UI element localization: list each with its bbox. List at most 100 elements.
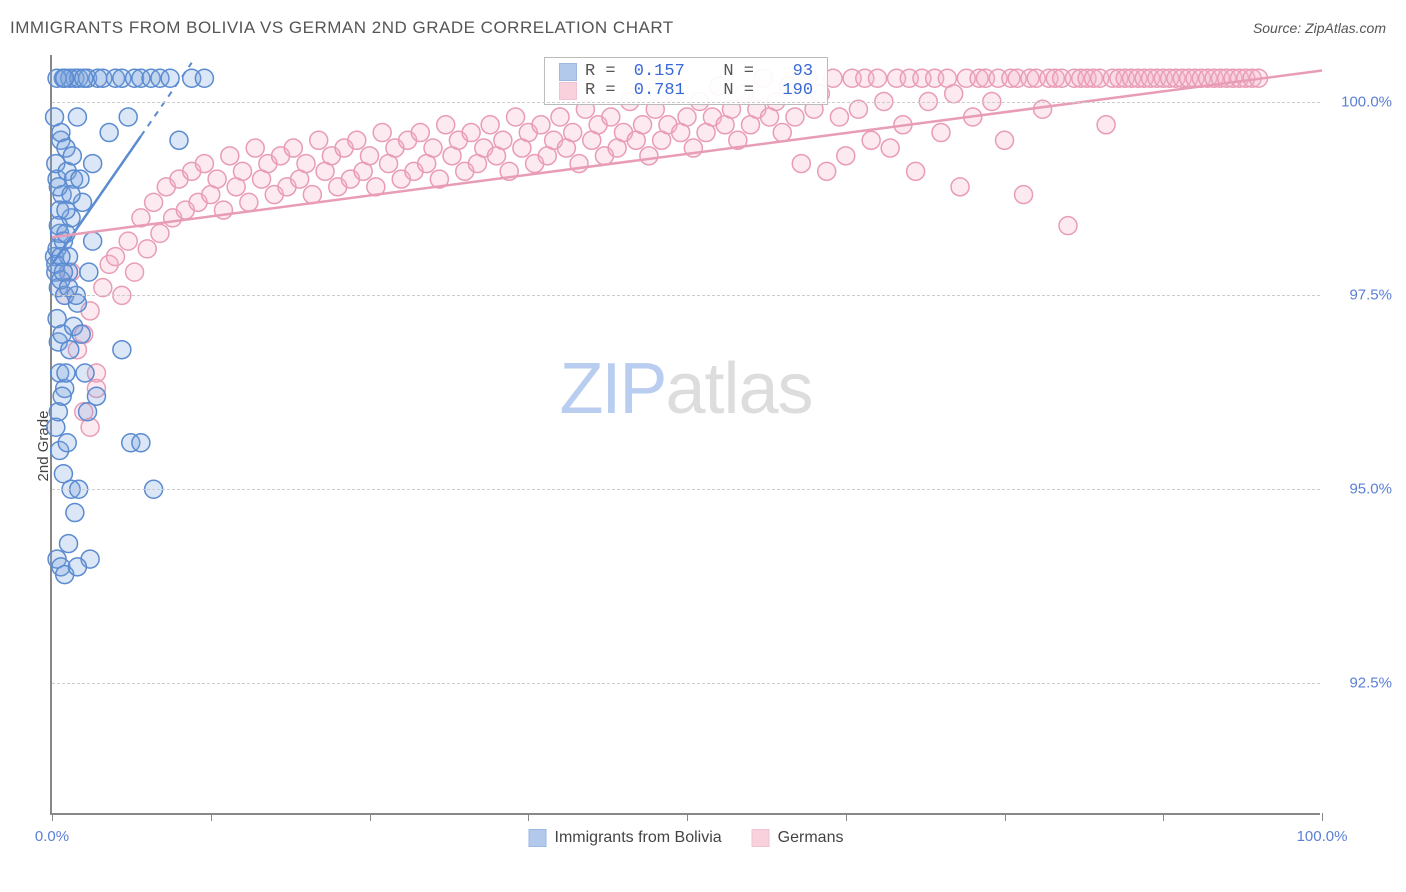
data-point <box>126 263 144 281</box>
data-point <box>57 364 75 382</box>
swatch-bolivia-bottom <box>529 829 547 847</box>
data-point <box>240 193 258 211</box>
data-point <box>818 162 836 180</box>
data-point <box>68 558 86 576</box>
data-point <box>786 108 804 126</box>
correlation-legend: R = 0.157 N = 93 R = 0.781 N = 190 <box>544 57 828 105</box>
data-point <box>951 178 969 196</box>
x-tick <box>846 813 847 821</box>
data-point <box>72 325 90 343</box>
data-point <box>411 124 429 142</box>
data-point <box>145 193 163 211</box>
data-point <box>234 162 252 180</box>
data-point <box>113 341 131 359</box>
data-point <box>634 116 652 134</box>
n-label: N = <box>693 62 764 81</box>
data-point <box>138 240 156 258</box>
data-point <box>76 364 94 382</box>
data-point <box>61 341 79 359</box>
data-point <box>221 147 239 165</box>
data-point <box>60 279 78 297</box>
chart-svg <box>52 55 1320 813</box>
data-point <box>678 108 696 126</box>
data-point <box>94 279 112 297</box>
series-legend: Immigrants from Bolivia Germans <box>529 829 844 847</box>
data-point <box>564 124 582 142</box>
gridline <box>52 295 1320 296</box>
data-point <box>195 155 213 173</box>
data-point <box>195 69 213 87</box>
data-point <box>119 108 137 126</box>
chart-header: IMMIGRANTS FROM BOLIVIA VS GERMAN 2ND GR… <box>10 18 1386 38</box>
data-point <box>310 131 328 149</box>
x-tick <box>1005 813 1006 821</box>
data-point <box>208 170 226 188</box>
data-point <box>68 108 86 126</box>
data-point <box>58 434 76 452</box>
data-point <box>62 186 80 204</box>
data-point <box>507 108 525 126</box>
x-tick <box>52 813 53 821</box>
data-point <box>373 124 391 142</box>
r-label: R = <box>585 81 626 100</box>
data-point <box>303 186 321 204</box>
legend-row-germans: R = 0.781 N = 190 <box>559 81 813 100</box>
data-point <box>494 131 512 149</box>
data-point <box>862 131 880 149</box>
data-point <box>424 139 442 157</box>
data-point <box>46 108 64 126</box>
legend-item-germans: Germans <box>752 829 844 847</box>
plot-area: ZIPatlas R = 0.157 N = 93 R = 0.781 N = … <box>50 55 1320 815</box>
data-point <box>945 85 963 103</box>
data-point <box>551 108 569 126</box>
data-point <box>80 263 98 281</box>
data-point <box>481 116 499 134</box>
data-point <box>151 224 169 242</box>
gridline <box>52 102 1320 103</box>
x-tick <box>370 813 371 821</box>
data-point <box>75 69 93 87</box>
x-tick-label: 0.0% <box>35 828 69 845</box>
data-point <box>246 139 264 157</box>
swatch-germans <box>559 82 577 100</box>
data-point <box>849 100 867 118</box>
data-point <box>170 131 188 149</box>
data-point <box>361 147 379 165</box>
data-point <box>297 155 315 173</box>
data-point <box>907 162 925 180</box>
data-point <box>56 69 74 87</box>
gridline <box>52 489 1320 490</box>
data-point <box>602 108 620 126</box>
legend-item-bolivia: Immigrants from Bolivia <box>529 829 722 847</box>
y-tick-label: 100.0% <box>1341 93 1392 110</box>
data-point <box>869 69 887 87</box>
data-point <box>996 131 1014 149</box>
r-value-bolivia: 0.157 <box>634 62 685 81</box>
n-value-germans: 190 <box>772 81 813 100</box>
data-point <box>53 387 71 405</box>
x-tick <box>528 813 529 821</box>
data-point <box>100 124 118 142</box>
n-label: N = <box>693 81 764 100</box>
swatch-germans-bottom <box>752 829 770 847</box>
data-point <box>84 232 102 250</box>
data-point <box>348 131 366 149</box>
data-point <box>66 504 84 522</box>
data-point <box>79 403 97 421</box>
data-point <box>837 147 855 165</box>
y-tick-label: 95.0% <box>1349 481 1392 498</box>
data-point <box>1034 100 1052 118</box>
data-point <box>63 147 81 165</box>
legend-label-bolivia: Immigrants from Bolivia <box>555 829 722 847</box>
source-attribution: Source: ZipAtlas.com <box>1253 20 1386 36</box>
data-point <box>119 232 137 250</box>
n-value-bolivia: 93 <box>772 62 813 81</box>
data-point <box>437 116 455 134</box>
swatch-bolivia <box>559 63 577 81</box>
x-tick <box>687 813 688 821</box>
x-tick-label: 100.0% <box>1297 828 1348 845</box>
gridline <box>52 683 1320 684</box>
x-tick <box>1163 813 1164 821</box>
r-value-germans: 0.781 <box>634 81 685 100</box>
data-point <box>1097 116 1115 134</box>
